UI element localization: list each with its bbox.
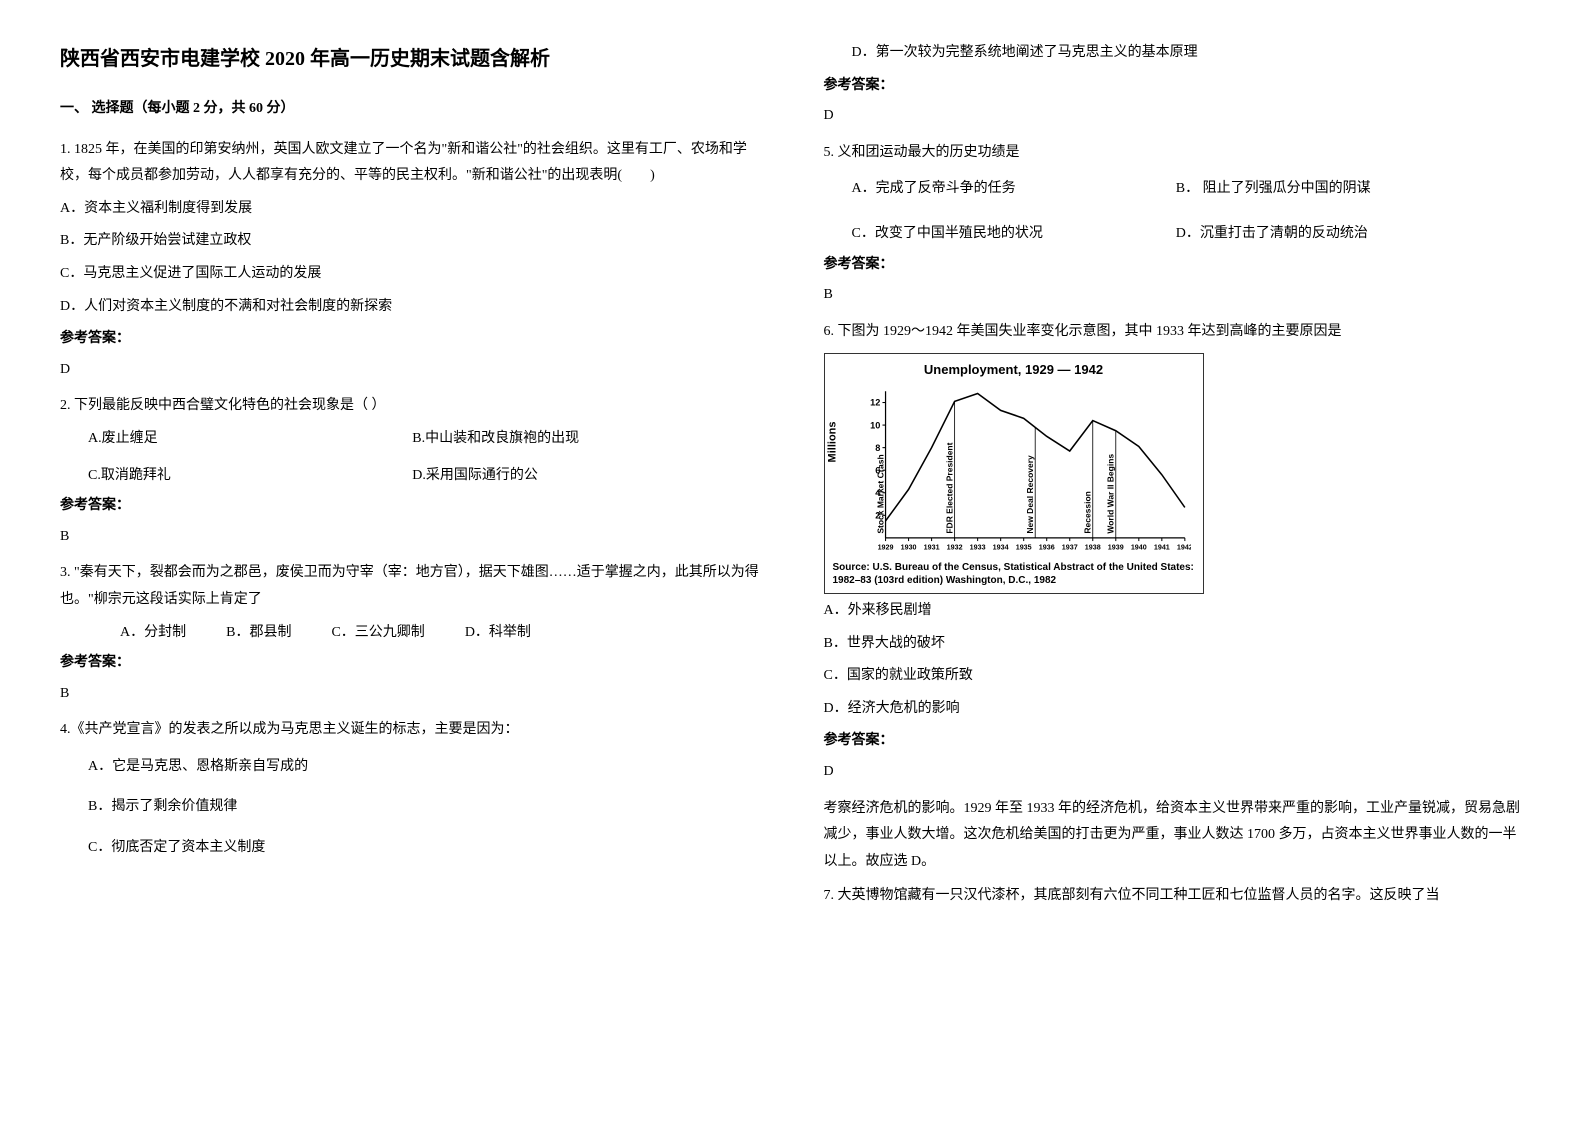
q6-opt-c: C．国家的就业政策所致 [824,663,1528,690]
chart-y-label: Millions [822,422,843,463]
svg-text:Stock Market Crash: Stock Market Crash [875,454,885,533]
q4-opt-c: C．彻底否定了资本主义制度 [60,835,764,862]
question-7: 7. 大英博物馆藏有一只汉代漆杯，其底部刻有六位不同工种工匠和七位监督人员的名字… [824,883,1528,910]
svg-text:1942: 1942 [1176,542,1190,551]
chart-svg: 2468101219291930193119321933193419351936… [863,387,1191,557]
page-title: 陕西省西安市电建学校 2020 年高一历史期末试题含解析 [60,40,764,78]
q2-opt-c: C.取消跪拜礼 [88,463,412,490]
svg-text:1929: 1929 [877,542,893,551]
svg-text:1935: 1935 [1015,542,1031,551]
question-5: 5. 义和团运动最大的历史功绩是 A．完成了反帝斗争的任务 B． 阻止了列强瓜分… [824,140,1528,309]
svg-text:12: 12 [870,397,880,408]
svg-text:1936: 1936 [1038,542,1054,551]
svg-text:1940: 1940 [1130,542,1146,551]
q1-opt-a: A．资本主义福利制度得到发展 [60,196,764,223]
q6-text: 6. 下图为 1929～1942 年美国失业率变化示意图，其中 1933 年达到… [824,319,1528,346]
svg-text:Recession: Recession [1082,491,1092,533]
svg-text:8: 8 [875,442,880,453]
chart-caption: Source: U.S. Bureau of the Census, Stati… [829,559,1199,589]
q3-opt-b: B．郡县制 [226,620,291,647]
svg-text:1930: 1930 [900,542,916,551]
unemployment-chart: Unemployment, 1929 — 1942 Millions 24681… [824,353,1204,594]
q2-answer: B [60,524,764,551]
svg-text:1937: 1937 [1061,542,1077,551]
q2-text: 2. 下列最能反映中西合璧文化特色的社会现象是（ ） [60,393,764,420]
question-3: 3. "秦有天下，裂都会而为之郡邑，废侯卫而为守宰（宰：地方官），据天下雄图……… [60,560,764,707]
q2-opt-b: B.中山装和改良旗袍的出现 [412,426,736,453]
q2-answer-label: 参考答案： [60,493,764,520]
chart-title: Unemployment, 1929 — 1942 [829,358,1199,383]
svg-text:FDR Elected President: FDR Elected President [944,442,954,533]
q6-opt-d: D．经济大危机的影响 [824,696,1528,723]
q4-opt-d: D．第一次较为完整系统地阐述了马克思主义的基本原理 [824,40,1528,67]
q4-opt-a: A．它是马克思、恩格斯亲自写成的 [60,754,764,781]
svg-text:1939: 1939 [1107,542,1123,551]
section-header: 一、 选择题（每小题 2 分，共 60 分） [60,96,764,123]
q4-answer: D [824,103,1528,130]
svg-text:1932: 1932 [946,542,962,551]
q3-text: 3. "秦有天下，裂都会而为之郡邑，废侯卫而为守宰（宰：地方官），据天下雄图……… [60,560,764,613]
q3-opt-d: D．科举制 [465,620,531,647]
q6-opt-b: B．世界大战的破坏 [824,631,1528,658]
q4-opt-b: B．揭示了剩余价值规律 [60,794,764,821]
svg-text:1931: 1931 [923,542,939,551]
q6-explanation: 考察经济危机的影响。1929 年至 1933 年的经济危机，给资本主义世界带来严… [824,796,1528,876]
q5-answer: B [824,282,1528,309]
q3-answer-label: 参考答案： [60,650,764,677]
q3-opt-c: C．三公九卿制 [331,620,424,647]
q1-answer-label: 参考答案： [60,326,764,353]
q4-text: 4.《共产党宣言》的发表之所以成为马克思主义诞生的标志，主要是因为： [60,717,764,744]
right-column: D．第一次较为完整系统地阐述了马克思主义的基本原理 参考答案： D 5. 义和团… [824,40,1528,918]
q4-answer-label: 参考答案： [824,73,1528,100]
q5-opt-d: D．沉重打击了清朝的反动统治 [1176,221,1500,248]
q6-answer: D [824,759,1528,786]
q1-opt-d: D．人们对资本主义制度的不满和对社会制度的新探索 [60,294,764,321]
svg-text:1941: 1941 [1153,542,1169,551]
q3-answer: B [60,681,764,708]
q1-text: 1. 1825 年，在美国的印第安纳州，英国人欧文建立了一个名为"新和谐公社"的… [60,137,764,190]
q6-answer-label: 参考答案： [824,728,1528,755]
svg-text:10: 10 [870,419,880,430]
svg-text:1934: 1934 [992,542,1009,551]
q5-text: 5. 义和团运动最大的历史功绩是 [824,140,1528,167]
question-2: 2. 下列最能反映中西合璧文化特色的社会现象是（ ） A.废止缠足 B.中山装和… [60,393,764,550]
q1-answer: D [60,357,764,384]
question-4: 4.《共产党宣言》的发表之所以成为马克思主义诞生的标志，主要是因为： A．它是马… [60,717,764,861]
q2-opt-a: A.废止缠足 [88,426,412,453]
q5-answer-label: 参考答案： [824,252,1528,279]
q5-opt-b: B． 阻止了列强瓜分中国的阴谋 [1176,176,1500,203]
q5-opt-a: A．完成了反帝斗争的任务 [852,176,1176,203]
question-1: 1. 1825 年，在美国的印第安纳州，英国人欧文建立了一个名为"新和谐公社"的… [60,137,764,384]
q1-opt-b: B．无产阶级开始尝试建立政权 [60,228,764,255]
q6-opt-a: A．外来移民剧增 [824,598,1528,625]
q3-opt-a: A．分封制 [120,620,186,647]
question-6: 6. 下图为 1929～1942 年美国失业率变化示意图，其中 1933 年达到… [824,319,1528,876]
q7-text: 7. 大英博物馆藏有一只汉代漆杯，其底部刻有六位不同工种工匠和七位监督人员的名字… [824,883,1528,910]
svg-text:World War II Begins: World War II Begins [1105,454,1115,534]
q2-opt-d: D.采用国际通行的公 [412,463,736,490]
q1-opt-c: C．马克思主义促进了国际工人运动的发展 [60,261,764,288]
svg-text:1938: 1938 [1084,542,1100,551]
svg-text:1933: 1933 [969,542,985,551]
q5-opt-c: C．改变了中国半殖民地的状况 [852,221,1176,248]
svg-text:New Deal Recovery: New Deal Recovery [1025,455,1035,534]
left-column: 陕西省西安市电建学校 2020 年高一历史期末试题含解析 一、 选择题（每小题 … [60,40,764,918]
